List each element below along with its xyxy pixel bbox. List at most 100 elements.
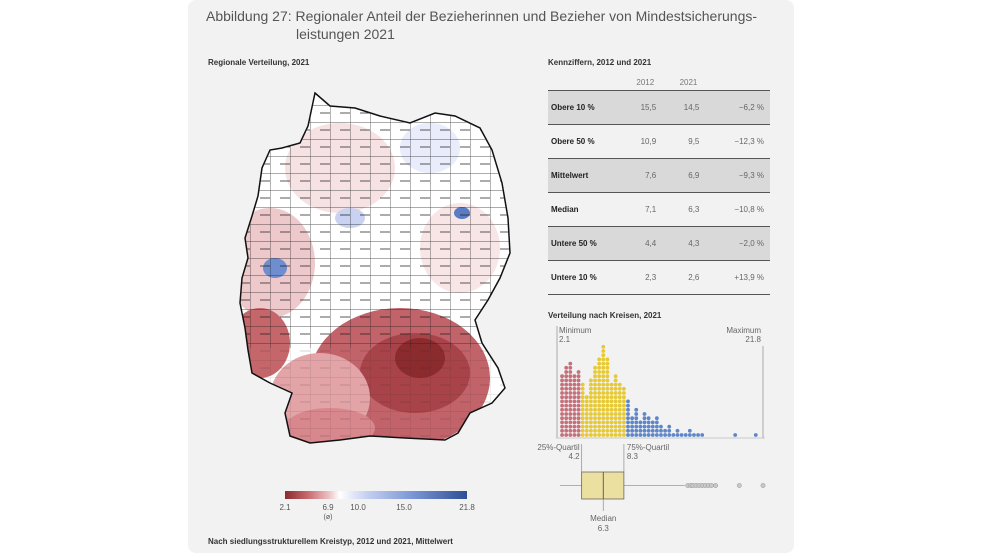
histogram-dot: [589, 428, 593, 433]
histogram-dot: [621, 399, 626, 404]
row-2012-value: 2,3: [619, 260, 663, 295]
histogram-dot: [568, 399, 573, 404]
legend-t2-label: 15.0: [396, 503, 412, 512]
histogram-dot: [576, 391, 581, 395]
histogram-dot: [613, 433, 618, 437]
histogram-dot: [630, 420, 635, 425]
histogram-dot: [601, 378, 606, 383]
histogram-dot: [564, 395, 569, 400]
histogram-dot: [642, 416, 647, 421]
histogram-dot: [692, 433, 696, 437]
histogram-dot: [560, 382, 564, 387]
histogram-dot: [613, 395, 618, 400]
histogram-dot: [576, 374, 581, 379]
table-row: Median 7,1 6,3 −10,8 %: [548, 192, 770, 227]
histogram-dot: [568, 403, 573, 408]
histogram-dot: [564, 412, 569, 416]
histogram-dot: [572, 433, 577, 437]
histogram-dot: [675, 433, 680, 437]
row-change-value: −2,0 %: [705, 226, 770, 261]
histogram-dot: [654, 433, 659, 437]
histogram-dot: [613, 386, 618, 391]
histogram-dot: [560, 407, 564, 412]
row-2021-value: 2,6: [662, 260, 706, 295]
histogram-dot: [700, 433, 705, 437]
histogram-dot: [564, 407, 569, 412]
histogram-dot: [646, 433, 651, 437]
histogram-dot: [601, 416, 606, 421]
histogram-dot: [609, 399, 614, 404]
dot-histogram: [560, 344, 758, 437]
row-2012-value: 7,6: [619, 158, 663, 193]
histogram-dot: [646, 420, 651, 425]
histogram-dot: [576, 382, 581, 387]
table-row: Mittelwert 7,6 6,9 −9,3 %: [548, 158, 770, 193]
histogram-dot: [597, 433, 602, 437]
histogram-dot: [601, 420, 606, 425]
histogram-dot: [617, 399, 622, 404]
histogram-dot: [617, 407, 622, 412]
histogram-dot: [601, 361, 606, 366]
histogram-dot: [568, 416, 573, 421]
histogram-dot: [572, 395, 577, 400]
minimum-value: 2.1: [559, 335, 571, 344]
histogram-dot: [576, 399, 581, 404]
histogram-dot: [564, 424, 569, 429]
histogram-dot: [617, 416, 622, 421]
histogram-dot: [634, 433, 639, 437]
histogram-dot: [584, 424, 589, 429]
legend-mean-note: (ø): [324, 514, 333, 521]
histogram-dot: [560, 378, 564, 383]
histogram-dot: [605, 420, 610, 425]
map-legend: 2.1 6.9 (ø) 10.0 15.0 21.8: [280, 491, 475, 521]
histogram-dot: [613, 407, 618, 412]
histogram-dot: [584, 407, 589, 412]
histogram-dot: [564, 370, 569, 374]
histogram-dot: [646, 428, 651, 433]
histogram-dot: [621, 420, 626, 425]
row-2021-value: 6,3: [662, 192, 706, 227]
histogram-dot: [654, 428, 659, 433]
histogram-dot: [597, 361, 602, 366]
histogram-dot: [613, 399, 618, 404]
histogram-dot: [609, 428, 614, 433]
histogram-dot: [605, 424, 610, 429]
histogram-dot: [621, 424, 626, 429]
germany-map: [239, 91, 511, 444]
histogram-dot: [580, 420, 585, 425]
histogram-dot: [609, 407, 614, 412]
histogram-dot: [560, 399, 564, 404]
histogram-dot: [605, 412, 610, 416]
histogram-dot: [617, 428, 622, 433]
histogram-dot: [597, 395, 602, 400]
histogram-dot: [667, 433, 672, 437]
histogram-dot: [597, 378, 602, 383]
histogram-dot: [609, 382, 614, 387]
legend-colorbar: [285, 491, 467, 499]
histogram-dot: [630, 416, 635, 421]
histogram-dot: [609, 424, 614, 429]
histogram-dot: [609, 403, 614, 408]
histogram-dot: [605, 382, 610, 387]
histogram-dot: [626, 428, 630, 433]
histogram-dot: [601, 407, 606, 412]
histogram-dot: [568, 365, 573, 370]
histogram-dot: [572, 428, 577, 433]
histogram-dot: [572, 412, 577, 416]
histogram-dot: [617, 412, 622, 416]
histogram-dot: [593, 391, 597, 395]
histogram-dot: [580, 395, 585, 400]
histogram-dot: [663, 428, 668, 433]
histogram-dot: [560, 395, 564, 400]
chart-section-title: Verteilung nach Kreisen, 2021: [548, 311, 662, 320]
histogram-dot: [601, 386, 606, 391]
histogram-dot: [572, 403, 577, 408]
histogram-dot: [576, 395, 581, 400]
histogram-dot: [580, 382, 585, 387]
histogram-dot: [597, 399, 602, 404]
outlier-dot: [736, 483, 742, 488]
q3-label: 75%-Quartil: [627, 443, 669, 452]
histogram-dot: [568, 395, 573, 400]
histogram-dot: [634, 412, 639, 416]
legend-t1-label: 10.0: [350, 503, 366, 512]
